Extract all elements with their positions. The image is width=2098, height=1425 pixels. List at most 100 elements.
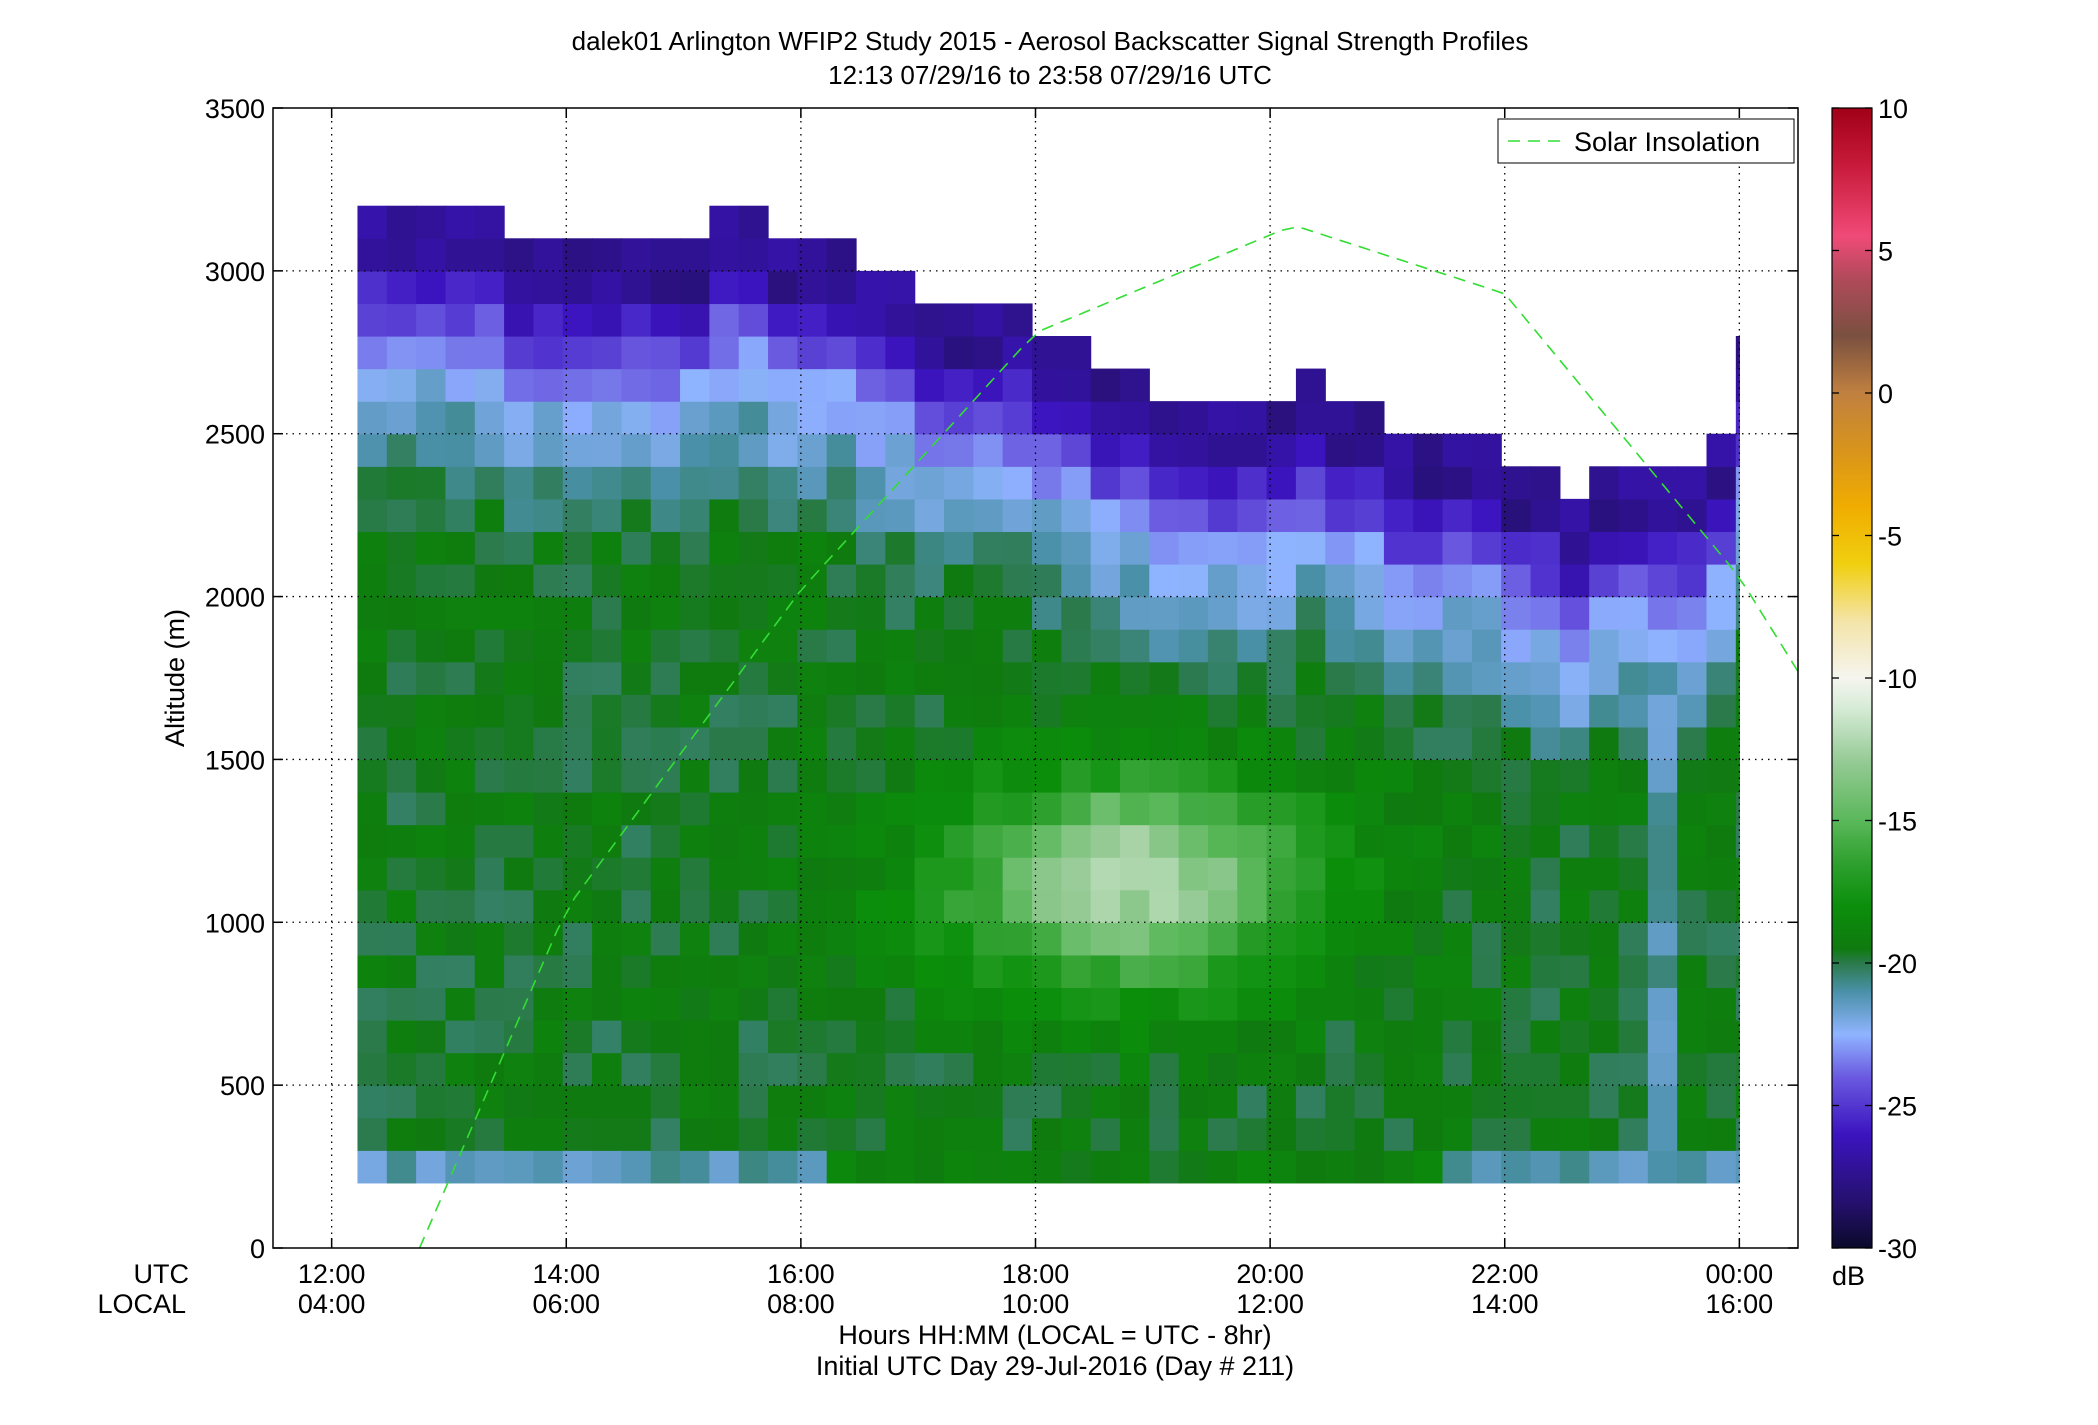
x-tick-label-utc: 14:00 bbox=[532, 1259, 600, 1289]
heatmap-cell bbox=[709, 629, 740, 663]
heatmap-cell bbox=[1383, 857, 1414, 891]
heatmap-cell bbox=[1061, 954, 1092, 989]
heatmap-cell bbox=[826, 889, 857, 923]
heatmap-cell bbox=[1178, 1085, 1209, 1119]
heatmap-cell bbox=[1119, 824, 1150, 858]
heatmap-cell bbox=[621, 726, 652, 761]
heatmap-cell bbox=[1413, 629, 1444, 663]
heatmap-cell bbox=[768, 629, 798, 663]
heatmap-cell bbox=[1735, 857, 1740, 891]
heatmap-cell bbox=[1677, 824, 1708, 858]
heatmap-cell bbox=[1178, 466, 1209, 500]
heatmap-cell bbox=[416, 726, 447, 761]
heatmap-cell bbox=[885, 889, 916, 923]
heatmap-cell bbox=[1589, 1085, 1620, 1119]
heatmap-cell bbox=[445, 433, 476, 467]
heatmap-cell bbox=[1706, 629, 1737, 663]
heatmap-cell bbox=[1471, 596, 1502, 630]
heatmap-cell bbox=[680, 531, 710, 565]
heatmap-cell bbox=[416, 889, 447, 923]
heatmap-cell bbox=[1207, 401, 1238, 435]
heatmap-cell bbox=[973, 303, 1004, 337]
heatmap-cell bbox=[386, 498, 417, 533]
heatmap-cell bbox=[1237, 694, 1268, 728]
heatmap-cell bbox=[885, 596, 916, 630]
heatmap-cell bbox=[680, 1085, 710, 1119]
heatmap-cell bbox=[1002, 759, 1033, 793]
heatmap-cell bbox=[592, 726, 623, 761]
heatmap-cell bbox=[592, 694, 623, 728]
heatmap-cell bbox=[1002, 629, 1033, 663]
heatmap-cell bbox=[856, 401, 886, 435]
heatmap-cell bbox=[738, 922, 769, 956]
heatmap-cell bbox=[562, 1052, 593, 1086]
heatmap-cell bbox=[1589, 629, 1620, 663]
heatmap-cell bbox=[944, 954, 974, 989]
heatmap-cell bbox=[357, 726, 388, 761]
heatmap-cell bbox=[738, 433, 769, 467]
heatmap-cell bbox=[1295, 726, 1326, 761]
heatmap-cell bbox=[1178, 531, 1209, 565]
heatmap-cell bbox=[1002, 726, 1033, 761]
heatmap-cell bbox=[680, 498, 710, 533]
heatmap-cell bbox=[1735, 1085, 1740, 1119]
heatmap-cell bbox=[826, 433, 857, 467]
heatmap-cell bbox=[1090, 1020, 1121, 1054]
heatmap-cell bbox=[1530, 759, 1561, 793]
heatmap-cell bbox=[973, 1020, 1004, 1054]
heatmap-cell bbox=[885, 531, 916, 565]
heatmap-cell bbox=[621, 1117, 652, 1151]
heatmap-cell bbox=[386, 889, 417, 923]
heatmap-cell bbox=[1647, 954, 1678, 989]
heatmap-cell bbox=[504, 759, 535, 793]
heatmap-cell bbox=[1266, 694, 1297, 728]
heatmap-cell bbox=[1735, 1117, 1740, 1151]
heatmap-cell bbox=[738, 1052, 769, 1086]
heatmap-cell bbox=[592, 564, 623, 598]
heatmap-cell bbox=[797, 824, 828, 858]
heatmap-cell bbox=[1325, 466, 1356, 500]
heatmap-cell bbox=[1061, 401, 1092, 435]
heatmap-cell bbox=[1589, 531, 1620, 565]
heatmap-cell bbox=[1266, 759, 1297, 793]
heatmap-cell bbox=[1149, 759, 1180, 793]
heatmap-cell bbox=[592, 1020, 623, 1054]
heatmap-cell bbox=[1530, 694, 1561, 728]
heatmap-cell bbox=[1706, 1085, 1737, 1119]
x-tick-label-local: 06:00 bbox=[532, 1289, 600, 1319]
heatmap-cell bbox=[1207, 954, 1238, 989]
heatmap-cell bbox=[1706, 792, 1737, 826]
heatmap-cell bbox=[1471, 1020, 1502, 1054]
heatmap-cell bbox=[768, 1052, 798, 1086]
heatmap-cell bbox=[386, 824, 417, 858]
heatmap-cell bbox=[1383, 824, 1414, 858]
heatmap-cell bbox=[680, 824, 710, 858]
heatmap-cell bbox=[592, 1150, 623, 1184]
heatmap-cell bbox=[1295, 1150, 1326, 1184]
heatmap-cell bbox=[445, 531, 476, 565]
heatmap-cell bbox=[1295, 564, 1326, 598]
heatmap-cell bbox=[386, 629, 417, 663]
heatmap-cell bbox=[562, 661, 593, 695]
heatmap-cell bbox=[1266, 433, 1297, 467]
x-tick-label-utc: 18:00 bbox=[1002, 1259, 1070, 1289]
heatmap-cell bbox=[1061, 661, 1092, 695]
heatmap-cell bbox=[1090, 368, 1121, 402]
heatmap-cell bbox=[1530, 954, 1561, 989]
heatmap-cell bbox=[1471, 987, 1502, 1021]
heatmap-cell bbox=[885, 433, 916, 467]
heatmap-cell bbox=[1237, 759, 1268, 793]
heatmap-cell bbox=[562, 1117, 593, 1151]
heatmap-cell bbox=[533, 629, 564, 663]
heatmap-cell bbox=[680, 238, 710, 272]
heatmap-cell bbox=[445, 661, 476, 695]
heatmap-cell bbox=[1002, 368, 1033, 402]
heatmap-cell bbox=[357, 661, 388, 695]
heatmap-cell bbox=[386, 433, 417, 467]
colorbar-tick-label: -5 bbox=[1878, 522, 1902, 552]
heatmap-cell bbox=[914, 1085, 945, 1119]
heatmap-cell bbox=[1383, 694, 1414, 728]
heatmap-cell bbox=[1061, 1150, 1092, 1184]
heatmap-cell bbox=[1471, 1085, 1502, 1119]
heatmap-cell bbox=[1031, 987, 1062, 1021]
